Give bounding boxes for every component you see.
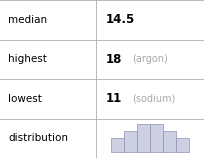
Bar xyxy=(137,124,150,152)
Text: 14.5: 14.5 xyxy=(106,13,135,26)
Bar xyxy=(111,138,124,152)
Bar xyxy=(163,131,176,152)
Bar xyxy=(124,131,137,152)
Bar xyxy=(176,138,189,152)
Text: lowest: lowest xyxy=(8,94,42,104)
Text: 11: 11 xyxy=(106,92,122,105)
Text: median: median xyxy=(8,15,47,25)
Text: (argon): (argon) xyxy=(133,54,168,64)
Text: distribution: distribution xyxy=(8,133,68,143)
Text: highest: highest xyxy=(8,54,47,64)
Text: (sodium): (sodium) xyxy=(133,94,176,104)
Bar xyxy=(150,124,163,152)
Text: 18: 18 xyxy=(106,53,122,66)
